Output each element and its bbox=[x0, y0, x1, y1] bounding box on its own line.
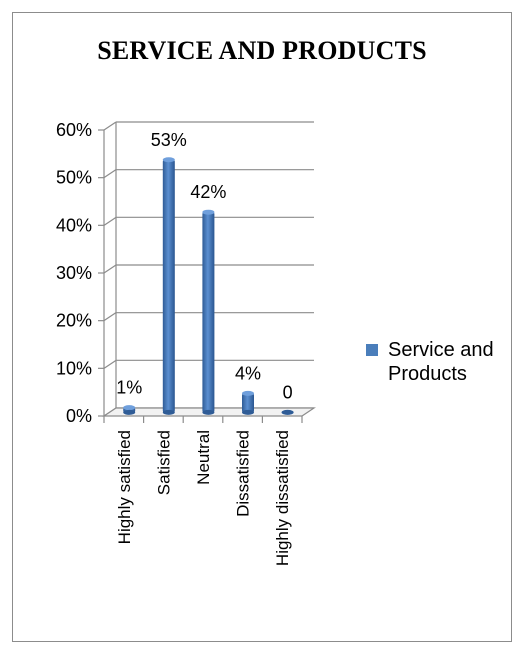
gridline-depth bbox=[103, 121, 117, 131]
data-labels: 1% 53% 42% 4% 0 bbox=[116, 130, 292, 403]
bar-base bbox=[202, 409, 215, 415]
bar-base bbox=[242, 409, 254, 415]
y-tick-label: 60% bbox=[56, 120, 92, 140]
gridline-depth bbox=[103, 264, 117, 274]
data-label: 4% bbox=[235, 363, 261, 383]
gridline-depth bbox=[103, 169, 117, 179]
legend-swatch bbox=[366, 344, 378, 356]
bar-top bbox=[162, 157, 175, 163]
y-tick-label: 0% bbox=[66, 406, 92, 426]
bars bbox=[123, 157, 294, 415]
gridline-depth bbox=[103, 312, 117, 322]
bar-base bbox=[123, 409, 136, 415]
y-tick-label: 10% bbox=[56, 358, 92, 378]
bar-top bbox=[202, 209, 215, 215]
chart-frame bbox=[12, 12, 512, 642]
bar-base bbox=[162, 409, 175, 415]
data-label: 1% bbox=[116, 378, 142, 398]
category-label: Dissatisfied bbox=[234, 430, 253, 517]
bar bbox=[162, 159, 175, 413]
y-tick-label: 30% bbox=[56, 263, 92, 283]
bar bbox=[202, 212, 215, 413]
gridline-depth bbox=[103, 216, 117, 226]
category-label: Highly satisfied bbox=[115, 430, 134, 544]
data-label: 53% bbox=[151, 130, 187, 150]
bar-top bbox=[242, 390, 254, 396]
legend-label: Products bbox=[388, 363, 467, 385]
gridline-depth bbox=[103, 359, 117, 369]
legend-label: Service and bbox=[388, 339, 494, 361]
y-tick-label: 40% bbox=[56, 215, 92, 235]
data-label: 0 bbox=[283, 382, 293, 402]
bar-base bbox=[281, 409, 294, 415]
y-tick-label: 20% bbox=[56, 311, 92, 331]
category-labels: Highly satisfied Satisfied Neutral Dissatis… bbox=[115, 430, 292, 566]
bar bbox=[242, 393, 254, 413]
category-label: Highly dissatisfied bbox=[273, 430, 292, 566]
category-label: Neutral bbox=[194, 430, 213, 485]
bar-top bbox=[123, 405, 136, 411]
y-tick-label: 50% bbox=[56, 168, 92, 188]
y-tick-labels: 0% 10% 20% 30% 40% 50% 60% bbox=[56, 120, 92, 426]
chart-title: SERVICE AND PRODUCTS bbox=[97, 36, 427, 65]
category-label: Satisfied bbox=[154, 430, 173, 495]
data-label: 42% bbox=[190, 182, 226, 202]
